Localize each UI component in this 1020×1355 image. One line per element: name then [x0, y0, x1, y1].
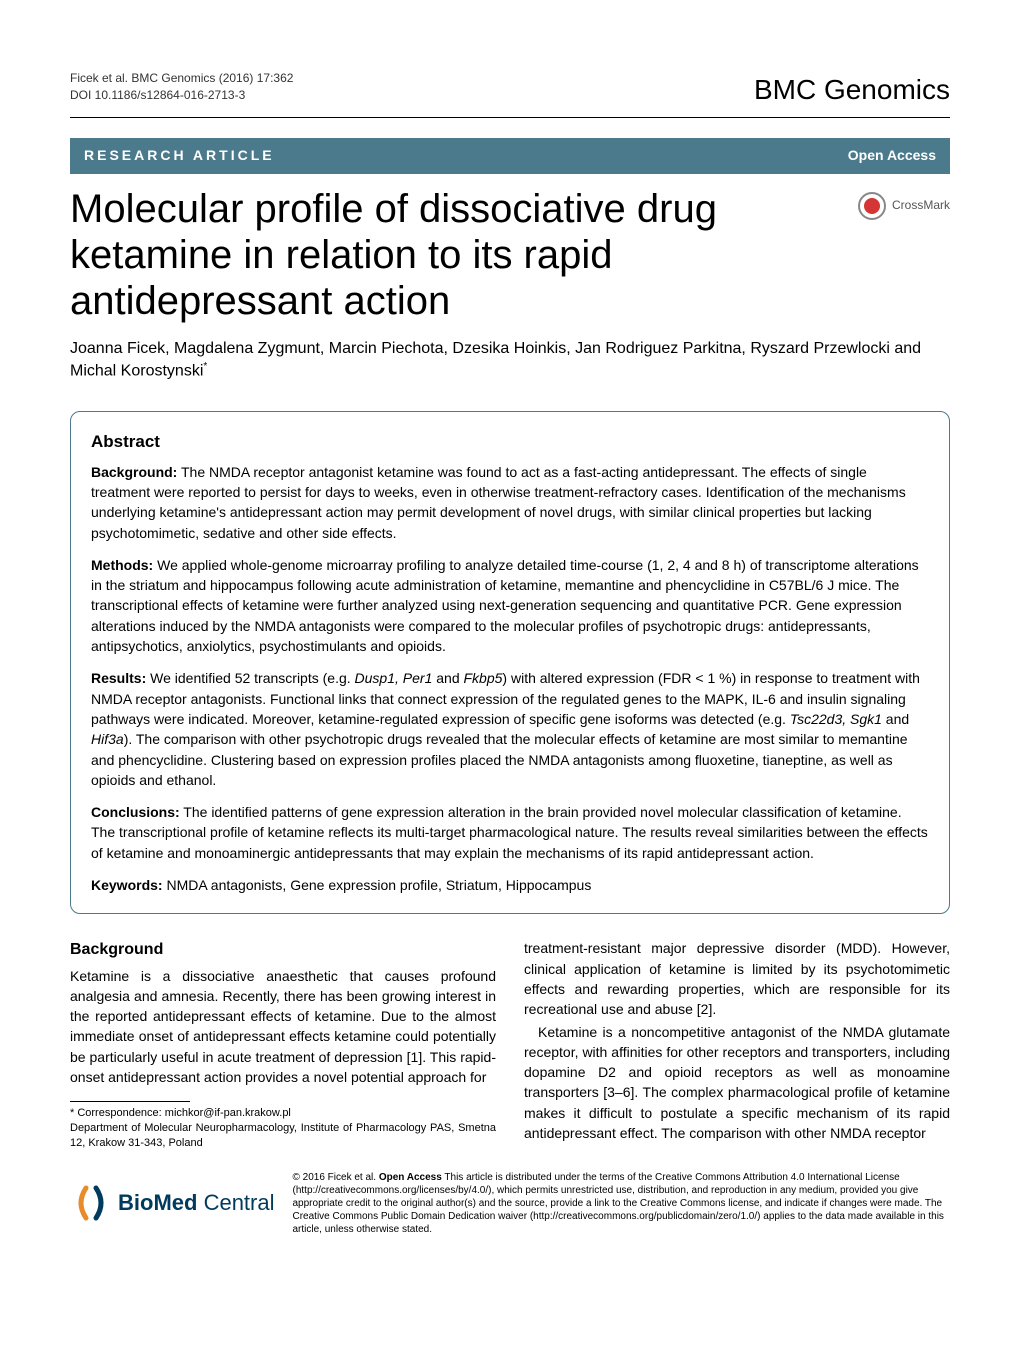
background-heading: Background: [70, 938, 496, 961]
abstract-results-label: Results:: [91, 670, 146, 686]
authors-line: Joanna Ficek, Magdalena Zygmunt, Marcin …: [70, 338, 950, 383]
right-paragraph-1: treatment-resistant major depressive dis…: [524, 938, 950, 1019]
abstract-methods-label: Methods:: [91, 557, 153, 573]
abstract-conclusions-label: Conclusions:: [91, 804, 180, 820]
correspondence-block: * Correspondence: michkor@if-pan.krakow.…: [70, 1106, 496, 1151]
article-title: Molecular profile of dissociative drug k…: [70, 186, 838, 324]
abstract-keywords-label: Keywords:: [91, 877, 163, 893]
open-access-label: Open Access: [848, 146, 936, 166]
abstract-results-genes2: Fkbp5: [464, 670, 503, 686]
correspondence-email: * Correspondence: michkor@if-pan.krakow.…: [70, 1106, 496, 1121]
abstract-results-mid1: and: [432, 670, 463, 686]
right-paragraph-2: Ketamine is a noncompetitive antagonist …: [524, 1022, 950, 1144]
article-type-label: RESEARCH ARTICLE: [84, 146, 275, 166]
license-pre: © 2016 Ficek et al.: [293, 1172, 379, 1183]
journal-name: BMC Genomics: [754, 70, 950, 109]
license-text: © 2016 Ficek et al. Open Access This art…: [293, 1171, 951, 1236]
biomed-central-logo: BioMed Central: [70, 1182, 275, 1224]
crossmark-badge[interactable]: CrossMark: [838, 186, 950, 220]
abstract-results-genes4: Hif3a: [91, 731, 124, 747]
abstract-conclusions: Conclusions: The identified patterns of …: [91, 802, 929, 863]
crossmark-inner-icon: [864, 198, 880, 214]
license-bold: Open Access: [379, 1172, 442, 1183]
crossmark-icon: [858, 192, 886, 220]
abstract-results-genes3: Tsc22d3, Sgk1: [790, 711, 882, 727]
crossmark-label: CrossMark: [892, 197, 950, 214]
citation-line: Ficek et al. BMC Genomics (2016) 17:362: [70, 70, 293, 87]
footer-row: BioMed Central © 2016 Ficek et al. Open …: [70, 1171, 950, 1236]
abstract-conclusions-text: The identified patterns of gene expressi…: [91, 804, 928, 861]
abstract-heading: Abstract: [91, 430, 929, 454]
authors-text: Joanna Ficek, Magdalena Zygmunt, Marcin …: [70, 340, 921, 380]
right-column: treatment-resistant major depressive dis…: [524, 938, 950, 1151]
title-row: Molecular profile of dissociative drug k…: [70, 186, 950, 338]
bmc-brand: BioMed: [118, 1190, 197, 1215]
citation-block: Ficek et al. BMC Genomics (2016) 17:362 …: [70, 70, 293, 104]
correspondence-affiliation: Department of Molecular Neuropharmacolog…: [70, 1121, 496, 1151]
left-column: Background Ketamine is a dissociative an…: [70, 938, 496, 1151]
abstract-background-text: The NMDA receptor antagonist ketamine wa…: [91, 464, 906, 541]
article-type-bar: RESEARCH ARTICLE Open Access: [70, 138, 950, 174]
abstract-results: Results: We identified 52 transcripts (e…: [91, 668, 929, 790]
abstract-results-genes1: Dusp1, Per1: [355, 670, 433, 686]
abstract-keywords-text: NMDA antagonists, Gene expression profil…: [163, 877, 592, 893]
bmc-paren-icon: [70, 1182, 112, 1224]
abstract-background-label: Background:: [91, 464, 177, 480]
abstract-results-mid3: and: [882, 711, 909, 727]
abstract-methods: Methods: We applied whole-genome microar…: [91, 555, 929, 656]
abstract-keywords: Keywords: NMDA antagonists, Gene express…: [91, 875, 929, 895]
abstract-background: Background: The NMDA receptor antagonist…: [91, 462, 929, 543]
body-columns: Background Ketamine is a dissociative an…: [70, 938, 950, 1151]
bmc-suffix: Central: [197, 1190, 274, 1215]
abstract-results-pre: We identified 52 transcripts (e.g.: [146, 670, 354, 686]
doi-line: DOI 10.1186/s12864-016-2713-3: [70, 87, 293, 104]
header-top: Ficek et al. BMC Genomics (2016) 17:362 …: [70, 70, 950, 109]
abstract-box: Abstract Background: The NMDA receptor a…: [70, 411, 950, 914]
correspondence-divider: [70, 1101, 190, 1102]
header-divider: [70, 117, 950, 118]
left-paragraph-1: Ketamine is a dissociative anaesthetic t…: [70, 966, 496, 1088]
corresponding-marker: *: [203, 361, 207, 372]
abstract-methods-text: We applied whole-genome microarray profi…: [91, 557, 919, 654]
abstract-results-post: ). The comparison with other psychotropi…: [91, 731, 908, 788]
